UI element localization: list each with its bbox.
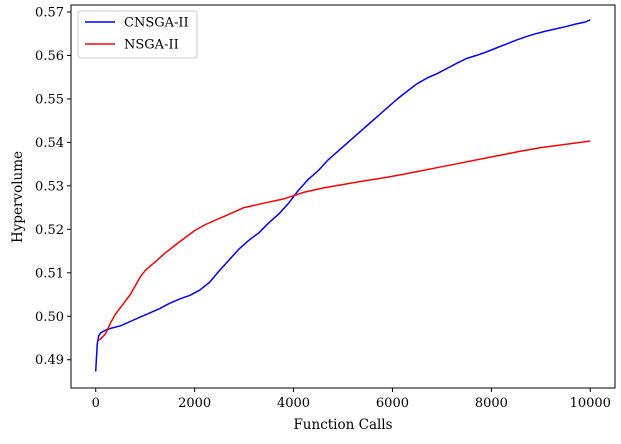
y-tick-label: 0.51	[35, 266, 64, 281]
series-layer	[94, 19, 591, 372]
y-tick-label: 0.54	[35, 136, 64, 151]
y-axis-ticks: 0.49 0.50 0.51 0.52 0.53 0.54 0.55 0.56 0.57	[35, 5, 71, 368]
axes-border	[70, 4, 616, 389]
x-tick-label: 0	[92, 396, 100, 411]
y-tick-label: 0.52	[35, 223, 64, 238]
y-tick-label: 0.57	[35, 5, 64, 20]
x-tick-label: 8000	[475, 396, 508, 411]
x-tick-label: 4000	[277, 396, 310, 411]
x-axis-ticks: 0 2000 4000 6000 8000 10000	[92, 388, 611, 411]
y-tick-label: 0.55	[35, 92, 64, 107]
legend-label-nsga-ii: NSGA-II	[124, 38, 179, 53]
y-tick-label: 0.53	[35, 179, 64, 194]
y-tick-label: 0.50	[35, 310, 64, 325]
legend-label-cnsga-ii: CNSGA-II	[124, 16, 189, 31]
legend: CNSGA-II NSGA-II	[77, 10, 198, 59]
x-axis-label: Function Calls	[293, 417, 392, 433]
series-line-nsga-ii	[97, 140, 591, 341]
y-tick-label: 0.49	[35, 353, 64, 368]
y-axis-label: Hypervolume	[10, 151, 26, 243]
x-tick-label: 2000	[178, 396, 211, 411]
y-tick-label: 0.56	[35, 49, 64, 64]
series-line-cnsga-ii	[94, 19, 591, 372]
x-tick-label: 10000	[570, 396, 611, 411]
axes-frame	[70, 4, 616, 389]
x-tick-label: 6000	[376, 396, 409, 411]
plot-area	[71, 5, 615, 388]
